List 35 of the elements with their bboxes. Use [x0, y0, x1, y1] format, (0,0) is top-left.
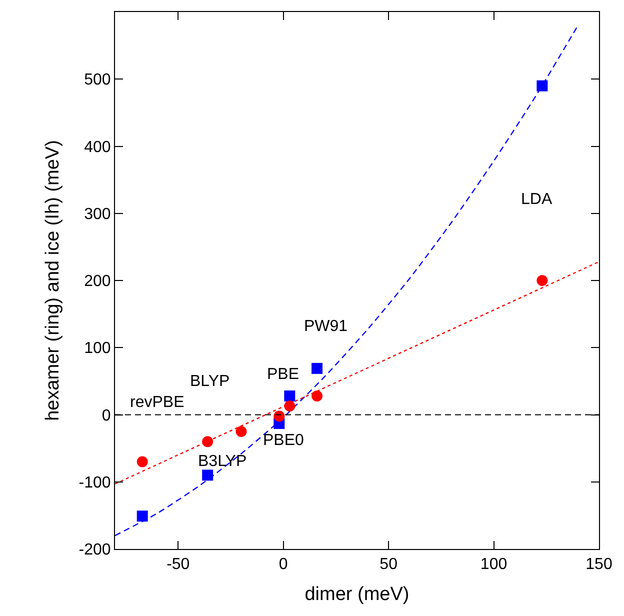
annotation: LDA: [521, 191, 552, 208]
y-tick-label: 200: [84, 273, 111, 290]
annotation: PW91: [304, 318, 348, 335]
x-tick-label: 0: [278, 556, 288, 574]
y-tick-label: -200: [78, 542, 111, 559]
point: [136, 456, 148, 468]
point: [312, 390, 323, 402]
x-tick-label: 100: [480, 556, 508, 574]
annotation: BLYP: [190, 373, 230, 390]
x-tick-label: 50: [380, 556, 398, 574]
annotation: PBE0: [263, 432, 304, 449]
y-tick-label: 300: [84, 206, 111, 223]
annotation: PBE: [267, 366, 300, 383]
point: [136, 510, 148, 522]
x-axis-title: dimer (meV): [304, 584, 410, 605]
point: [536, 275, 548, 286]
point: [312, 362, 323, 374]
line-series: [115, 24, 579, 536]
x-tick-label: 150: [586, 556, 612, 574]
point: [202, 436, 214, 448]
point: [274, 410, 285, 422]
point: [536, 80, 548, 92]
y-tick-label: -100: [78, 474, 111, 492]
point: [202, 470, 214, 481]
y-tick-label: 500: [84, 72, 111, 89]
y-tick-label: 400: [84, 138, 111, 156]
x-tick-label: -50: [166, 556, 190, 574]
y-tick-label: 0: [102, 407, 111, 424]
y-tick-label: 100: [84, 340, 111, 358]
annotation: B3LYP: [198, 453, 247, 470]
y-axis-title: hexamer (ring) and ice (Ih) (meV): [42, 140, 64, 421]
point: [284, 390, 296, 402]
point: [284, 400, 296, 412]
point: [236, 426, 247, 438]
annotation: revPBE: [130, 394, 184, 411]
